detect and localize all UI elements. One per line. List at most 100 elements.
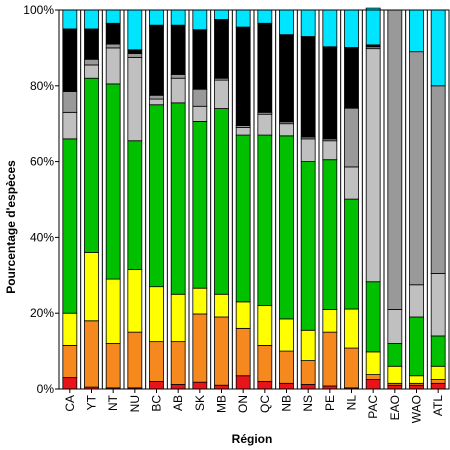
bar-segment-ON-4 (235, 134, 251, 303)
bar-segment-ON-1 (235, 375, 251, 390)
x-tick-label: BC (150, 395, 164, 412)
bar-segment-ATL-2 (430, 379, 446, 384)
bar-segment-ATL-3 (430, 365, 446, 380)
bar-segment-YT-8 (84, 9, 99, 30)
bar-segment-BC-5 (149, 98, 164, 106)
x-tick-label: WAO (410, 395, 424, 423)
bar-segment-WAO-6 (409, 51, 424, 286)
bar-segment-YT-6 (84, 58, 99, 66)
bar-segment-PE-8 (322, 9, 338, 48)
bar-segment-QC-2 (257, 345, 273, 382)
bar-segment-BC-2 (149, 341, 164, 382)
bar-segment-CA-5 (62, 111, 78, 140)
x-tick-label: NT (106, 394, 120, 411)
x-axis-title: Région (232, 432, 273, 446)
y-tick-label: 20% (30, 306, 54, 320)
bar-segment-PAC-1 (365, 379, 381, 390)
bar-segment-BC-1 (149, 381, 164, 390)
x-tick-label: SK (193, 395, 207, 411)
y-tick-label: 40% (30, 230, 54, 244)
bar-segment-BC-7 (149, 24, 164, 96)
bar-segment-NU-5 (127, 56, 143, 142)
bar-segment-NB-5 (279, 123, 294, 137)
bar-segment-ATL-6 (430, 85, 446, 274)
bar-segment-NU-3 (127, 269, 143, 333)
bar-segment-YT-3 (84, 252, 99, 322)
bar-segment-WAO-4 (409, 316, 424, 377)
bar-segment-ON-8 (235, 9, 251, 28)
bar-segment-ATL-1 (430, 382, 446, 390)
bar-segment-NB-4 (279, 135, 294, 320)
x-tick-label: CA (63, 395, 77, 412)
x-tick-label: NL (345, 395, 359, 411)
bar-segment-CA-6 (62, 91, 78, 113)
x-tick-label: QC (258, 395, 272, 413)
bar-segment-ON-2 (235, 327, 251, 377)
bar-segment-NB-2 (279, 350, 294, 384)
bar-segment-NL-3 (344, 308, 359, 349)
bar-segment-MB-4 (214, 108, 229, 295)
bar-segment-NS-1 (300, 384, 316, 390)
bar-segment-NS-2 (300, 360, 316, 385)
bar-segment-MB-8 (214, 9, 229, 20)
bar-segment-AB-6 (170, 74, 186, 79)
bars-layer (62, 7, 446, 390)
bar-segment-NU-4 (127, 140, 143, 271)
y-tick-label: 80% (30, 79, 54, 93)
bar-segment-PE-3 (322, 309, 338, 333)
y-tick-label: 0% (37, 382, 55, 396)
bar-segment-PE-5 (322, 140, 338, 161)
bar-segment-ATL-5 (430, 273, 446, 337)
bar-segment-BC-6 (149, 94, 164, 100)
bar-segment-AB-3 (170, 293, 186, 343)
bar-segment-NU-7 (127, 49, 143, 54)
bar-segment-EAO-4 (387, 343, 403, 367)
bar-segment-NU-6 (127, 53, 143, 58)
bar-segment-CA-2 (62, 345, 78, 379)
bar-segment-YT-5 (84, 64, 99, 79)
bar-segment-AB-1 (170, 384, 186, 390)
bar-segment-WAO-5 (409, 284, 424, 318)
y-axis-title: Pourcentage d'espèces (4, 160, 18, 294)
x-tick-label: ATL (431, 395, 445, 416)
bar-segment-SK-5 (192, 105, 208, 122)
bar-segment-EAO-6 (387, 9, 403, 310)
bar-segment-NT-5 (105, 47, 121, 85)
bar-segment-CA-7 (62, 28, 78, 92)
x-tick-label: EAO (388, 395, 402, 420)
bar-segment-PAC-8 (365, 7, 381, 46)
x-tick-label: NS (301, 395, 315, 412)
x-tick-label: YT (85, 394, 99, 410)
bar-segment-NT-6 (105, 43, 121, 49)
bar-segment-NT-3 (105, 278, 121, 344)
bar-segment-NL-4 (344, 198, 359, 310)
bar-segment-AB-8 (170, 9, 186, 26)
x-tick-label: AB (171, 395, 185, 411)
bar-segment-NT-2 (105, 343, 121, 389)
bar-segment-NL-5 (344, 166, 359, 200)
bar-segment-SK-2 (192, 313, 208, 383)
y-tick-label: 60% (30, 155, 54, 169)
bar-segment-NU-2 (127, 331, 143, 389)
y-tick-label: 100% (23, 3, 54, 17)
bar-segment-WAO-8 (409, 9, 424, 53)
bar-segment-NU-8 (127, 9, 143, 51)
bar-segment-NS-7 (300, 36, 316, 138)
bar-segment-CA-8 (62, 9, 78, 30)
bar-segment-WAO-3 (409, 375, 424, 384)
bar-segment-SK-4 (192, 121, 208, 289)
bar-segment-EAO-1 (387, 384, 403, 390)
bar-segment-SK-6 (192, 88, 208, 107)
bar-segment-CA-3 (62, 312, 78, 346)
bar-segment-NT-7 (105, 22, 121, 45)
bar-segment-NL-8 (344, 9, 359, 48)
bar-segment-NB-7 (279, 34, 294, 123)
x-tick-label: PE (323, 395, 337, 411)
bar-segment-QC-3 (257, 305, 273, 346)
bar-segment-BC-3 (149, 286, 164, 343)
bar-segment-AB-2 (170, 341, 186, 385)
bar-segment-NS-3 (300, 329, 316, 361)
bar-segment-EAO-5 (387, 309, 403, 344)
bar-segment-QC-1 (257, 381, 273, 390)
